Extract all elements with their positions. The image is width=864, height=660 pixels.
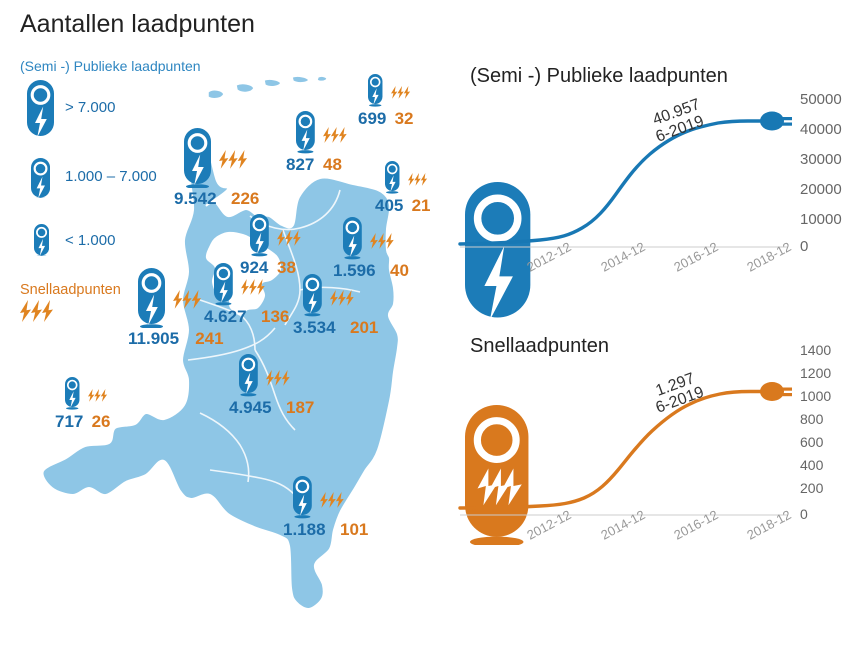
svg-text:1200: 1200 [800, 365, 831, 381]
svg-text:1000: 1000 [800, 388, 831, 404]
svg-text:2012-12: 2012-12 [524, 239, 573, 275]
svg-text:800: 800 [800, 411, 824, 427]
svg-text:2018-12: 2018-12 [744, 507, 793, 543]
svg-text:2016-12: 2016-12 [671, 239, 720, 275]
svg-text:10000: 10000 [800, 211, 842, 228]
svg-text:400: 400 [800, 457, 824, 473]
svg-text:30000: 30000 [800, 151, 842, 168]
svg-text:2014-12: 2014-12 [598, 239, 647, 275]
svg-text:2014-12: 2014-12 [598, 507, 647, 543]
svg-text:40000: 40000 [800, 121, 842, 138]
svg-text:200: 200 [800, 480, 824, 496]
svg-text:0: 0 [800, 238, 808, 255]
svg-text:1400: 1400 [800, 342, 831, 358]
svg-text:2018-12: 2018-12 [744, 239, 793, 275]
svg-text:20000: 20000 [800, 181, 842, 198]
svg-text:2012-12: 2012-12 [524, 507, 573, 543]
svg-text:2016-12: 2016-12 [671, 507, 720, 543]
svg-text:0: 0 [800, 506, 808, 522]
svg-text:50000: 50000 [800, 91, 842, 108]
svg-text:600: 600 [800, 434, 824, 450]
